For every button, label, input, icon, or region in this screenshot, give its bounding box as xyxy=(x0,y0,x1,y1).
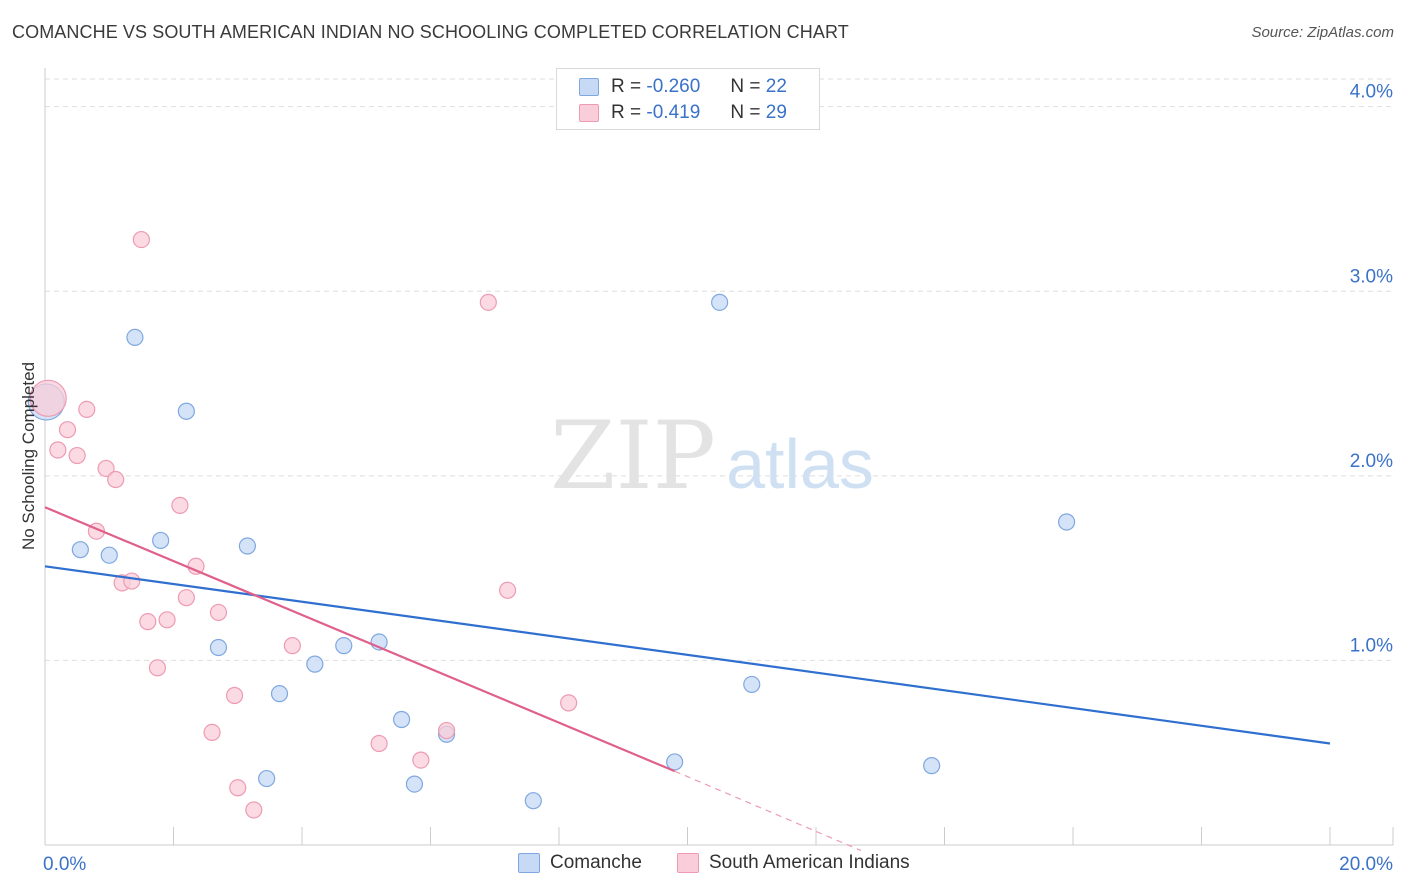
south-american-indians-point xyxy=(499,581,517,599)
comanche-swatch xyxy=(518,853,540,873)
watermark-zip: ZIP xyxy=(550,402,716,511)
x-tick-label: 0.0% xyxy=(43,854,86,875)
legend-row-south-american-indians: R = -0.419 N = 29 xyxy=(579,101,787,125)
south-american-indians-point xyxy=(283,637,301,655)
y-tick-label: 2.0% xyxy=(1350,451,1393,472)
south-american-indians-point xyxy=(245,801,263,819)
comanche-point xyxy=(743,675,761,694)
comanche-swatch xyxy=(579,78,599,96)
south-american-indians-point xyxy=(29,379,67,417)
axis-layer xyxy=(44,68,1394,846)
n-label: N = xyxy=(730,102,761,123)
south-american-indians-point xyxy=(148,659,167,677)
comanche-trend-line xyxy=(44,565,1331,745)
comanche-point xyxy=(335,637,353,655)
y-axis-label: No Schooling Completed xyxy=(19,362,38,550)
source-label: Source: ZipAtlas.com xyxy=(1251,24,1394,41)
comanche-point xyxy=(306,655,324,673)
south-american-indians-trend-line xyxy=(44,506,676,773)
y-tick-label: 3.0% xyxy=(1350,266,1393,287)
south-american-indians-point xyxy=(123,572,141,590)
south-american-indians-point xyxy=(225,686,244,705)
south-american-indians-swatch xyxy=(579,104,599,122)
comanche-point xyxy=(209,638,228,657)
n-value: 29 xyxy=(765,102,787,123)
chart-title: COMANCHE VS SOUTH AMERICAN INDIAN NO SCH… xyxy=(12,22,849,42)
south-american-indians-swatch xyxy=(677,853,699,873)
south-american-indians-point xyxy=(437,721,456,740)
r-label: R = xyxy=(611,102,642,123)
comanche-point xyxy=(177,402,195,420)
south-american-indians-point xyxy=(229,779,247,797)
n-value: 22 xyxy=(765,76,787,97)
comanche-point xyxy=(524,792,542,810)
points-layer xyxy=(27,230,1076,819)
legend-item-comanche: Comanche xyxy=(518,852,642,874)
south-american-indians-point xyxy=(68,446,86,465)
comanche-point xyxy=(258,769,276,788)
r-label: R = xyxy=(611,76,642,97)
legend-row-comanche: R = -0.260 N = 22 xyxy=(579,75,787,99)
south-american-indians-point xyxy=(370,734,388,753)
south-american-indians-point xyxy=(139,613,157,631)
watermark-atlas: atlas xyxy=(726,425,874,503)
legend-label: Comanche xyxy=(550,852,642,873)
comanche-point xyxy=(1057,513,1076,531)
comanche-point xyxy=(126,328,144,347)
legend-label: South American Indians xyxy=(709,852,910,873)
south-american-indians-point xyxy=(560,694,578,712)
watermark: ZIP atlas xyxy=(550,402,874,511)
comanche-point xyxy=(711,293,729,311)
comanche-point xyxy=(238,537,256,555)
south-american-indians-point xyxy=(209,603,228,622)
y-tick-label: 4.0% xyxy=(1350,82,1393,103)
label-layer: 1.0% 2.0% 3.0% 4.0% 0.0% 20.0% No Schooling Co… xyxy=(19,82,1393,875)
south-american-indians-point xyxy=(132,230,150,249)
comanche-point xyxy=(270,685,289,703)
comanche-point xyxy=(71,541,89,559)
grid-layer xyxy=(45,78,1393,661)
south-american-indians-point xyxy=(203,723,221,742)
comanche-point xyxy=(152,531,170,550)
south-american-indians-point xyxy=(479,293,497,311)
south-american-indians-point xyxy=(412,751,430,769)
r-value: -0.419 xyxy=(646,102,701,123)
comanche-point xyxy=(392,710,411,729)
south-american-indians-point xyxy=(158,611,176,629)
south-american-indians-point xyxy=(78,400,96,418)
r-value: -0.260 xyxy=(646,76,701,97)
x-tick-label: 20.0% xyxy=(1339,854,1393,875)
comanche-point xyxy=(100,546,118,564)
south-american-indians-point xyxy=(171,496,189,514)
correlation-legend: R = -0.260 N = 22 R = -0.419 N = 29 xyxy=(556,68,820,130)
trend-layer xyxy=(44,506,1331,852)
south-american-indians-point xyxy=(177,589,195,607)
n-label: N = xyxy=(730,76,761,97)
south-american-indians-point xyxy=(107,470,125,489)
y-tick-label: 1.0% xyxy=(1350,635,1393,656)
comanche-point xyxy=(923,757,941,775)
south-american-indians-point xyxy=(97,459,115,478)
south-american-indians-point xyxy=(58,421,77,439)
comanche-point xyxy=(405,775,424,793)
south-american-indians-point xyxy=(49,441,67,459)
south-american-indians-trend-extension xyxy=(674,770,862,852)
comanche-point xyxy=(666,753,684,771)
legend-item-south-american-indians: South American Indians xyxy=(677,852,910,874)
series-legend: Comanche South American Indians xyxy=(0,852,1406,878)
